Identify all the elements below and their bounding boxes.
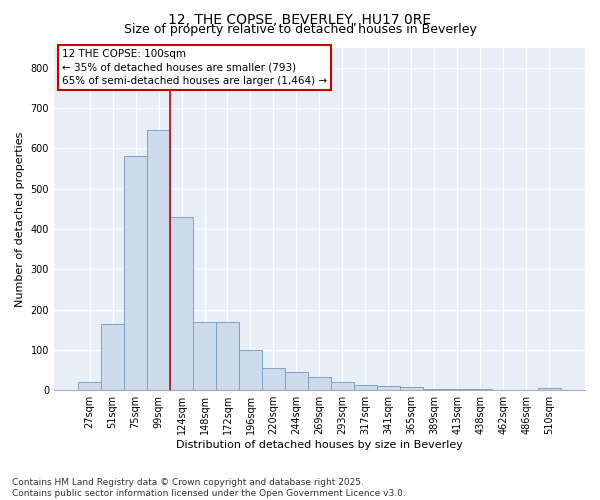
Bar <box>170 217 193 390</box>
Bar <box>193 322 216 390</box>
Bar <box>101 324 124 390</box>
Text: 12, THE COPSE, BEVERLEY, HU17 0RE: 12, THE COPSE, BEVERLEY, HU17 0RE <box>169 12 431 26</box>
Bar <box>239 350 262 390</box>
Bar <box>147 130 170 390</box>
Bar <box>308 377 331 390</box>
Y-axis label: Number of detached properties: Number of detached properties <box>15 131 25 306</box>
Bar <box>331 382 354 390</box>
Bar <box>216 322 239 390</box>
Text: Contains HM Land Registry data © Crown copyright and database right 2025.
Contai: Contains HM Land Registry data © Crown c… <box>12 478 406 498</box>
Bar <box>354 386 377 390</box>
Text: 12 THE COPSE: 100sqm
← 35% of detached houses are smaller (793)
65% of semi-deta: 12 THE COPSE: 100sqm ← 35% of detached h… <box>62 49 327 86</box>
Bar <box>377 386 400 390</box>
X-axis label: Distribution of detached houses by size in Beverley: Distribution of detached houses by size … <box>176 440 463 450</box>
Bar <box>78 382 101 390</box>
Text: Size of property relative to detached houses in Beverley: Size of property relative to detached ho… <box>124 24 476 36</box>
Bar <box>423 388 446 390</box>
Bar <box>124 156 147 390</box>
Bar <box>285 372 308 390</box>
Bar <box>262 368 285 390</box>
Bar <box>538 388 561 390</box>
Bar <box>400 387 423 390</box>
